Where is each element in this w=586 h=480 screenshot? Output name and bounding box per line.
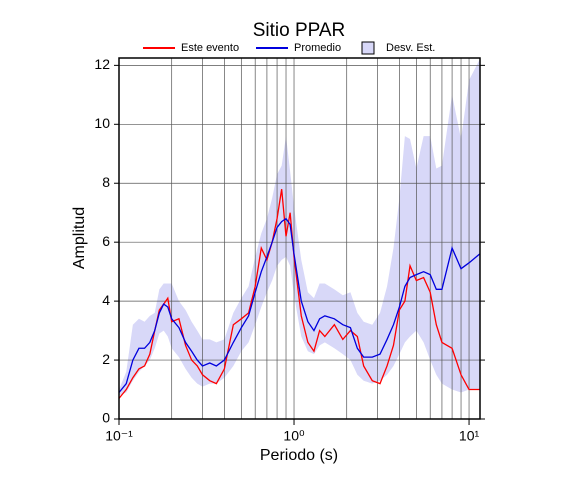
legend-swatch: [361, 41, 375, 55]
x-tick-label: 10¹: [459, 428, 480, 444]
y-tick-label: 10: [94, 115, 110, 131]
y-tick-label: 4: [102, 292, 110, 308]
y-tick-label: 2: [102, 351, 110, 367]
series-line: [118, 217, 481, 393]
x-axis-label: Periodo (s): [260, 447, 338, 464]
y-tick-label: 8: [102, 174, 110, 190]
x-tick-label: 10⁰: [283, 428, 305, 444]
std-band: [119, 59, 480, 396]
chart-title: Sitio PPAR: [253, 20, 346, 41]
series-line: [118, 189, 480, 399]
legend-label: Desv. Est.: [386, 42, 435, 54]
y-tick-label: 0: [102, 410, 110, 426]
y-tick-label: 12: [94, 56, 110, 72]
legend-label: Promedio: [294, 42, 341, 54]
y-tick-label: 6: [102, 233, 110, 249]
x-tick-label: 10⁻¹: [105, 428, 133, 444]
y-axis-label: Amplitud: [71, 207, 88, 269]
legend-label: Este evento: [181, 42, 239, 54]
plot-frame: [118, 57, 481, 420]
